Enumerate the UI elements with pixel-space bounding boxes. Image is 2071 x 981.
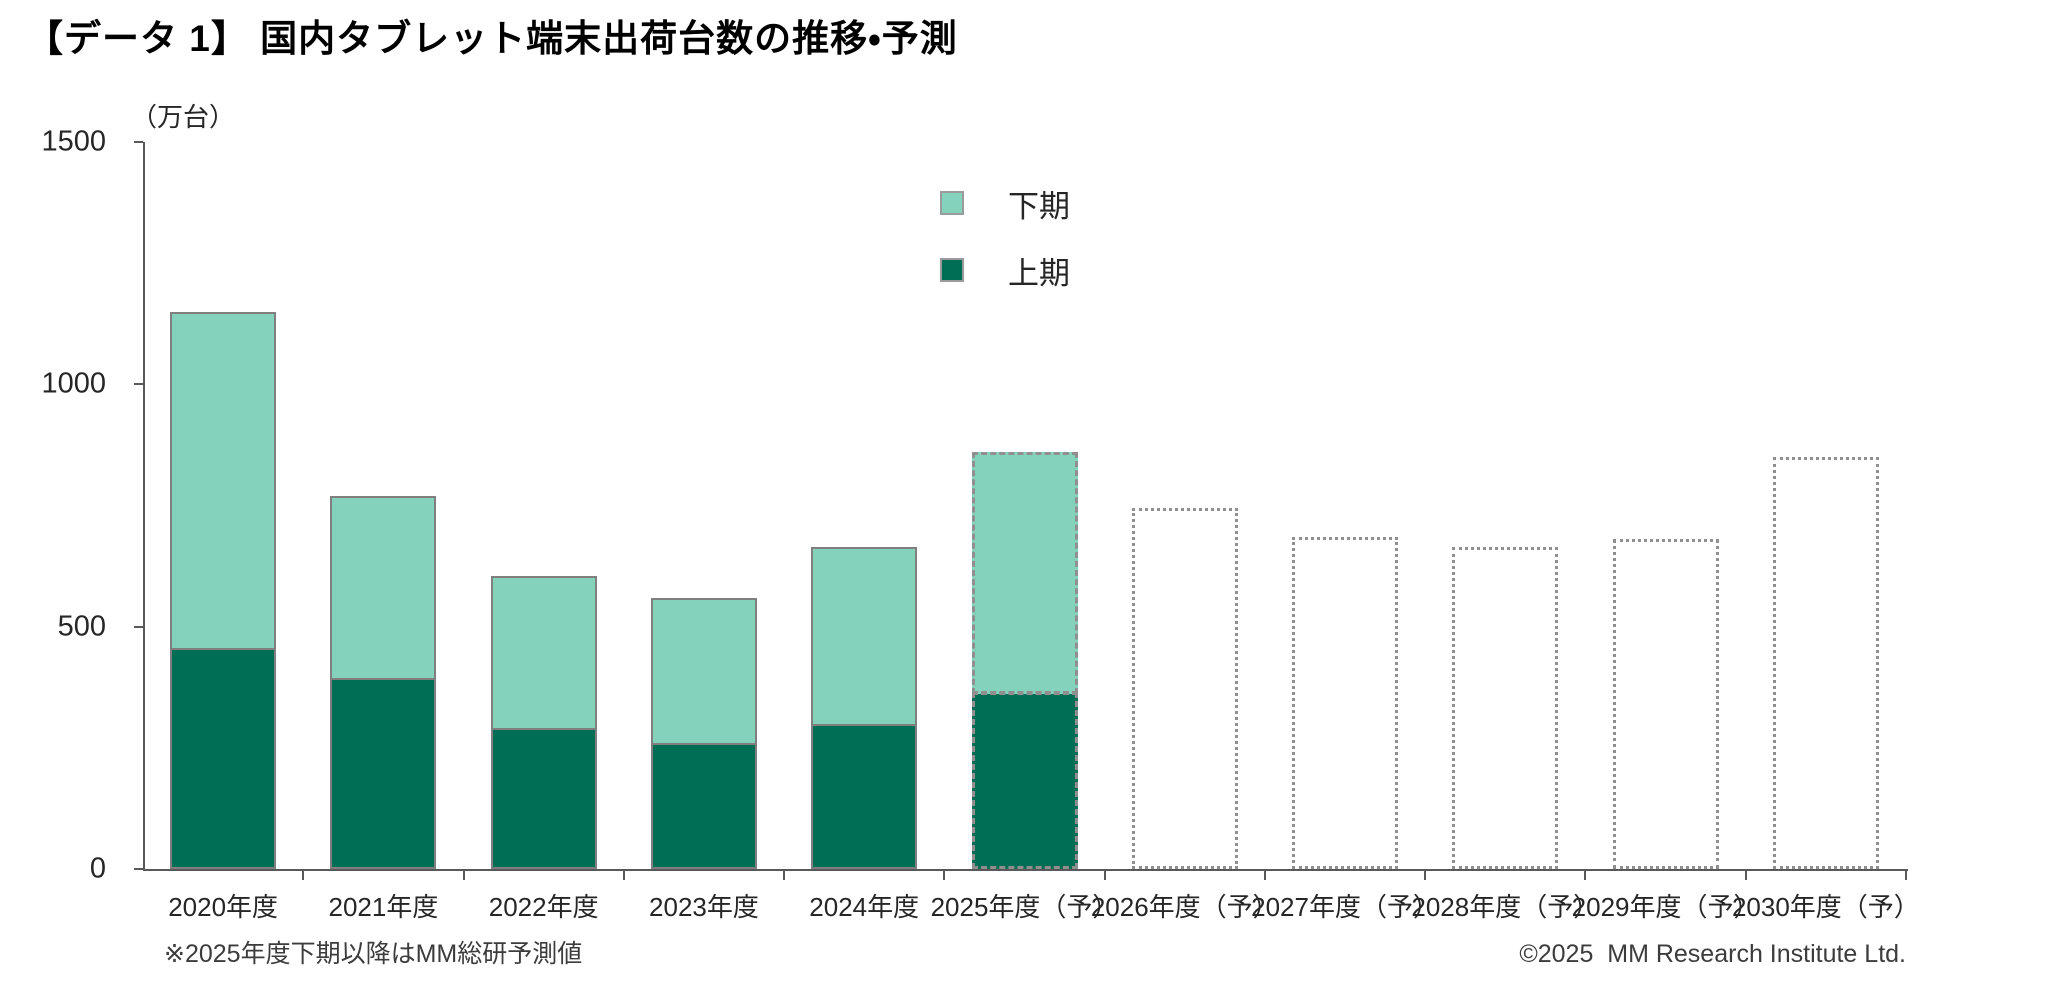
- chart-title: 【データ 1】 国内タブレット端末出荷台数の推移・予測: [26, 18, 958, 59]
- bar-2021-first-half: [330, 677, 437, 869]
- legend-row-first-half: 上期: [940, 253, 1070, 291]
- x-axis-tick: [1424, 871, 1427, 880]
- bar-2030-forecast-total: [1772, 457, 1879, 869]
- footnote: ※2025年度下期以降はMM総研予測値: [164, 940, 583, 968]
- x-tick-label-2020: 2020年度: [168, 892, 279, 922]
- x-axis-tick: [1263, 871, 1266, 880]
- legend: 下期 上期: [940, 186, 1070, 320]
- bar-2023-second-half: [650, 597, 757, 745]
- legend-swatch-icon: [940, 191, 964, 215]
- y-axis-tick: [134, 625, 143, 628]
- x-tick-label-2025: 2025年度（予）: [930, 892, 1119, 922]
- y-tick-label: 0: [89, 852, 106, 885]
- bar-2026-forecast-total: [1131, 507, 1238, 869]
- x-axis-tick: [1103, 871, 1106, 880]
- bar-2024-second-half: [811, 546, 918, 726]
- y-tick-label: 1500: [41, 125, 106, 158]
- y-tick-label: 500: [57, 610, 106, 643]
- legend-label: 上期: [1008, 255, 1070, 291]
- x-tick-label-2024: 2024年度: [809, 892, 920, 922]
- bar-2020-first-half: [170, 648, 277, 869]
- x-axis: [143, 869, 1908, 871]
- bar-2020-second-half: [170, 311, 277, 651]
- x-tick-label-2030: 2030年度（予）: [1731, 892, 1920, 922]
- bar-2022-first-half: [490, 728, 597, 869]
- y-axis-unit-label: （万台）: [131, 102, 236, 132]
- y-axis: [143, 142, 145, 871]
- x-axis-tick: [943, 871, 946, 880]
- bar-2022-second-half: [490, 575, 597, 731]
- bar-2025-second-half: [971, 452, 1078, 695]
- x-tick-label-2026: 2026年度（予）: [1090, 892, 1279, 922]
- x-axis-tick: [622, 871, 625, 880]
- plot-area: 0 500 1000 1500 2020年度 2021年度 2022年度 2023年度 2024…: [41, 126, 1919, 923]
- bar-2028-forecast-total: [1452, 546, 1559, 869]
- x-tick-label-2029: 2029年度（予）: [1571, 892, 1760, 922]
- y-tick-label: 1000: [41, 367, 106, 400]
- x-tick-label-2021: 2021年度: [328, 892, 439, 922]
- x-tick-label-2028: 2028年度（予）: [1411, 892, 1600, 922]
- x-axis-tick: [783, 871, 786, 880]
- copyright: ©2025 MM Research Institute Ltd.: [1519, 940, 1906, 968]
- x-tick-label-2027: 2027年度（予）: [1251, 892, 1439, 922]
- bar-2023-first-half: [650, 742, 757, 869]
- legend-row-second-half: 下期: [940, 186, 1070, 224]
- legend-label: 下期: [1008, 188, 1070, 224]
- bar-2029-forecast-total: [1612, 539, 1719, 869]
- x-axis-tick: [1905, 871, 1907, 880]
- y-axis-tick: [134, 383, 143, 386]
- x-axis-tick: [1584, 871, 1587, 880]
- bar-2025-first-half: [971, 692, 1078, 869]
- bar-2021-second-half: [330, 495, 437, 680]
- y-axis-tick: [134, 868, 143, 870]
- bar-2027-forecast-total: [1292, 537, 1399, 869]
- bar-2024-first-half: [811, 723, 918, 869]
- legend-swatch-icon: [940, 258, 964, 282]
- y-axis-tick: [134, 141, 143, 143]
- x-axis-tick: [462, 871, 465, 880]
- x-axis-tick: [1744, 871, 1747, 880]
- x-tick-label-2022: 2022年度: [488, 892, 599, 922]
- x-tick-label-2023: 2023年度: [649, 892, 759, 922]
- x-axis-tick: [302, 871, 305, 880]
